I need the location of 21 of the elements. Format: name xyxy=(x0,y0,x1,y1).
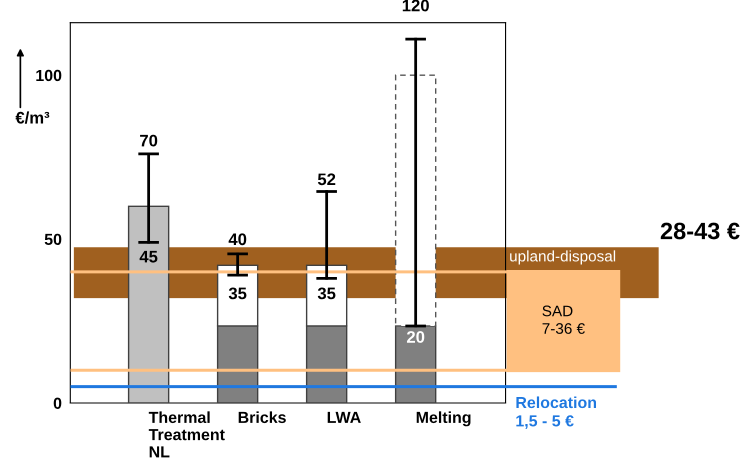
bar xyxy=(394,74,436,327)
annotation: 20 xyxy=(406,331,424,343)
y-axis-title: €/m³ xyxy=(15,111,50,124)
x-tick-label: Bricks xyxy=(238,411,286,424)
annotation: 70 xyxy=(140,134,158,147)
band-label: upland-disposal xyxy=(510,250,616,265)
ref-line-label: Relocation 1,5 - 5 € xyxy=(516,396,596,429)
y-tick-label: 100 xyxy=(36,70,62,82)
annotation: 35 xyxy=(228,287,246,300)
x-tick-label: Melting xyxy=(416,411,470,426)
annotation: 35 xyxy=(318,287,336,300)
x-tick-label: LWA xyxy=(328,412,361,423)
text: 28-43 € xyxy=(660,222,740,240)
annotation: 40 xyxy=(228,233,246,246)
annotation: 45 xyxy=(140,250,158,263)
y-tick-label: 50 xyxy=(44,234,62,246)
text: 120 xyxy=(402,0,429,12)
x-tick-label: Thermal Treatment NL xyxy=(148,411,225,458)
y-tick-label: 0 xyxy=(54,398,62,409)
text: SAD 7-36 € xyxy=(542,306,585,334)
annotation: 52 xyxy=(318,173,336,186)
